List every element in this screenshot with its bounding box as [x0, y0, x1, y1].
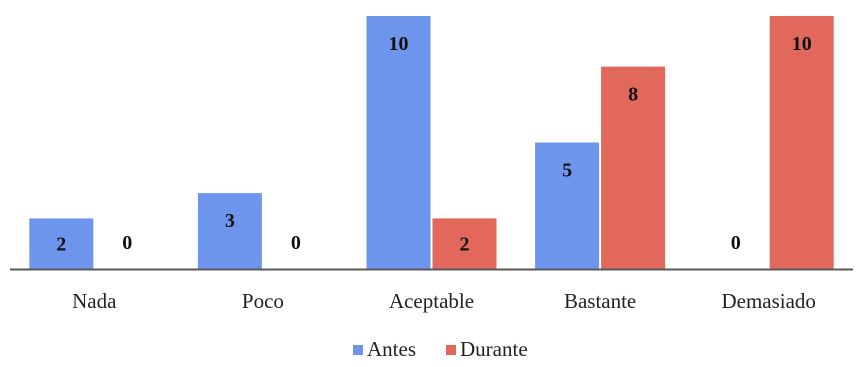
bar-durante-demasiado: [769, 16, 834, 269]
bar-antes-aceptable: [366, 16, 431, 269]
category-label-demasiado: Demasiado: [721, 289, 815, 313]
value-label-durante-demasiado: 10: [792, 33, 812, 55]
bar-antes-nada: [29, 218, 94, 269]
value-label-durante-poco: 0: [291, 232, 301, 254]
value-label-antes-demasiado: 0: [731, 232, 741, 254]
legend-label-antes: Antes: [367, 337, 416, 361]
bar-durante-aceptable: [432, 218, 497, 269]
value-label-durante-aceptable: 2: [460, 234, 470, 256]
value-label-durante-bastante: 8: [628, 84, 638, 106]
bar-antes-poco: [197, 193, 262, 269]
value-label-antes-poco: 3: [225, 210, 235, 232]
legend: Antes Durante: [353, 337, 528, 361]
category-label-aceptable: Aceptable: [389, 289, 474, 313]
bar-antes-bastante: [535, 142, 600, 269]
bars-layer: [29, 16, 834, 269]
legend-swatch-durante: [446, 345, 456, 355]
bar-durante-bastante: [601, 66, 666, 269]
value-label-antes-bastante: 5: [562, 160, 572, 182]
value-label-durante-nada: 0: [122, 232, 132, 254]
value-labels-layer: 2 0 3 0 10 2 5 8 0 10: [56, 33, 811, 256]
category-label-poco: Poco: [242, 289, 284, 313]
category-labels-layer: Nada Poco Aceptable Bastante Demasiado: [72, 289, 816, 313]
value-label-antes-aceptable: 10: [389, 33, 409, 55]
legend-swatch-antes: [353, 345, 363, 355]
legend-label-durante: Durante: [460, 337, 528, 361]
category-label-nada: Nada: [72, 289, 117, 313]
category-label-bastante: Bastante: [564, 289, 636, 313]
value-label-antes-nada: 2: [56, 234, 66, 256]
